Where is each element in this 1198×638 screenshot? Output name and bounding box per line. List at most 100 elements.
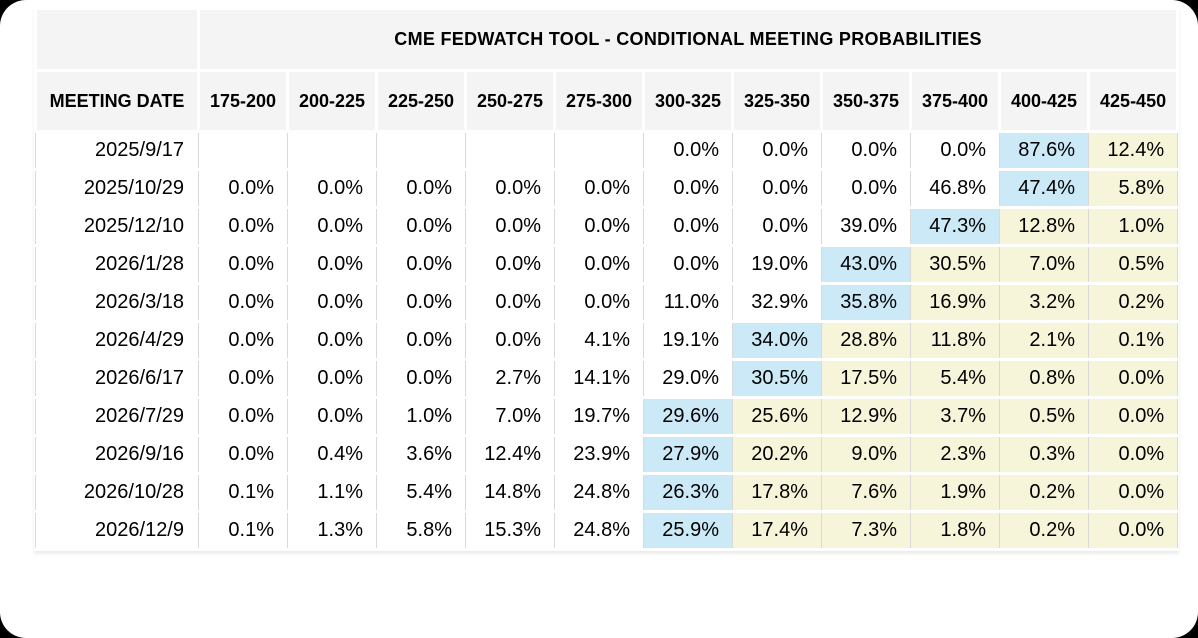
- probability-cell: 0.1%: [198, 510, 288, 551]
- probability-cell: 14.1%: [554, 358, 644, 399]
- probability-cell: 0.0%: [376, 244, 466, 285]
- probability-cell: 46.8%: [910, 168, 1000, 209]
- probability-cell: 30.5%: [732, 358, 822, 399]
- probability-cell: 1.0%: [376, 396, 466, 437]
- meeting-date-cell: 2026/3/18: [35, 282, 199, 323]
- probability-cell: 0.0%: [910, 130, 1000, 171]
- table-row: 2026/9/16 0.0% 0.4% 3.6% 12.4% 23.9% 27.9% 20.2…: [35, 434, 1179, 475]
- probability-cell: [376, 130, 466, 171]
- probability-cell: 0.0%: [554, 282, 644, 323]
- probability-cell: 0.0%: [465, 244, 555, 285]
- probability-cell: 24.8%: [554, 472, 644, 513]
- probability-cell: 12.8%: [999, 206, 1089, 247]
- table-title: CME FEDWATCH TOOL - CONDITIONAL MEETING …: [196, 7, 1180, 72]
- probability-cell: 0.0%: [198, 320, 288, 361]
- rate-range-header: 325-350: [731, 69, 823, 133]
- probability-cell: 1.8%: [910, 510, 1000, 551]
- probability-cell: 5.4%: [376, 472, 466, 513]
- probability-cell: 19.0%: [732, 244, 822, 285]
- probability-cell: 0.5%: [1087, 244, 1179, 285]
- meeting-date-cell: 2025/10/29: [35, 168, 199, 209]
- probability-cell: 0.0%: [198, 434, 288, 475]
- probability-cell: 0.1%: [1087, 320, 1179, 361]
- probability-cell: 87.6%: [999, 130, 1089, 171]
- rate-range-header: 225-250: [375, 69, 467, 133]
- probability-cell: 19.7%: [554, 396, 644, 437]
- probability-cell: 12.4%: [1087, 130, 1179, 171]
- probability-cell: 0.0%: [732, 206, 822, 247]
- table-row: 2026/3/18 0.0% 0.0% 0.0% 0.0% 0.0% 11.0% 32.9% 3…: [35, 282, 1179, 323]
- probability-cell: 1.9%: [910, 472, 1000, 513]
- probability-cell: 20.2%: [732, 434, 822, 475]
- table-row: 2025/10/29 0.0% 0.0% 0.0% 0.0% 0.0% 0.0% 0.0% 0.…: [35, 168, 1179, 209]
- table-row: 2026/6/17 0.0% 0.0% 0.0% 2.7% 14.1% 29.0% 30.5%…: [35, 358, 1179, 399]
- probability-cell: 1.1%: [287, 472, 377, 513]
- probability-cell: 14.8%: [465, 472, 555, 513]
- probability-cell: 2.1%: [999, 320, 1089, 361]
- probability-cell: 0.0%: [465, 206, 555, 247]
- probability-cell: 0.0%: [732, 130, 822, 171]
- probability-cell: 0.0%: [1087, 396, 1179, 437]
- title-row: CME FEDWATCH TOOL - CONDITIONAL MEETING …: [34, 7, 1180, 72]
- probability-cell: 0.0%: [554, 168, 644, 209]
- probability-cell: 0.0%: [376, 320, 466, 361]
- probability-cell: 32.9%: [732, 282, 822, 323]
- probability-cell: 0.0%: [376, 168, 466, 209]
- probability-cell: 0.5%: [999, 396, 1089, 437]
- rate-range-header: 175-200: [197, 69, 289, 133]
- meeting-date-cell: 2026/9/16: [35, 434, 199, 475]
- probability-cell: [198, 130, 288, 171]
- probability-cell: 0.0%: [643, 130, 733, 171]
- probability-cell: 35.8%: [821, 282, 911, 323]
- probability-cell: 3.2%: [999, 282, 1089, 323]
- probability-cell: 34.0%: [732, 320, 822, 361]
- probability-cell: 39.0%: [821, 206, 911, 247]
- table-row: 2025/9/17 0.0% 0.0% 0.0% 0.0% 87.6% 12.4%: [35, 130, 1179, 171]
- probability-cell: 25.9%: [643, 510, 733, 551]
- probability-cell: 43.0%: [821, 244, 911, 285]
- probability-cell: 1.0%: [1087, 206, 1179, 247]
- probability-cell: 0.8%: [999, 358, 1089, 399]
- probability-cell: 0.0%: [198, 358, 288, 399]
- rate-range-header: 250-275: [464, 69, 556, 133]
- probability-cell: [554, 130, 644, 171]
- rate-range-header: 400-425: [998, 69, 1090, 133]
- probability-cell: 16.9%: [910, 282, 1000, 323]
- column-header-row: MEETING DATE 175-200 200-225 225-250 250-27…: [34, 69, 1180, 133]
- probability-cell: 0.2%: [999, 472, 1089, 513]
- probability-cell: 0.0%: [198, 206, 288, 247]
- probability-cell: 0.0%: [732, 168, 822, 209]
- probability-cell: 3.6%: [376, 434, 466, 475]
- probability-cell: 0.0%: [287, 320, 377, 361]
- probability-cell: 47.4%: [999, 168, 1089, 209]
- probability-cell: 0.0%: [287, 206, 377, 247]
- probability-cell: 0.0%: [465, 282, 555, 323]
- probability-cell: 0.0%: [643, 244, 733, 285]
- probability-cell: 0.0%: [376, 358, 466, 399]
- meeting-date-cell: 2026/4/29: [35, 320, 199, 361]
- probability-cell: 5.8%: [376, 510, 466, 551]
- rate-range-header: 350-375: [820, 69, 912, 133]
- probability-cell: 5.8%: [1087, 168, 1179, 209]
- probability-cell: 0.0%: [821, 130, 911, 171]
- probability-cell: 28.8%: [821, 320, 911, 361]
- rate-range-header: 200-225: [286, 69, 378, 133]
- rate-range-header: 425-450: [1086, 69, 1180, 133]
- meeting-date-cell: 2026/1/28: [35, 244, 199, 285]
- probability-cell: 0.0%: [198, 244, 288, 285]
- probability-cell: 47.3%: [910, 206, 1000, 247]
- probability-cell: 27.9%: [643, 434, 733, 475]
- probability-cell: 19.1%: [643, 320, 733, 361]
- probability-cell: 0.4%: [287, 434, 377, 475]
- probability-cell: 17.4%: [732, 510, 822, 551]
- probability-cell: 7.0%: [465, 396, 555, 437]
- probability-cell: 26.3%: [643, 472, 733, 513]
- probability-cell: 7.0%: [999, 244, 1089, 285]
- probability-cell: 11.8%: [910, 320, 1000, 361]
- meeting-date-cell: 2026/12/9: [35, 510, 199, 551]
- probability-cell: 0.0%: [465, 168, 555, 209]
- probability-cell: [465, 130, 555, 171]
- probability-cell: 29.6%: [643, 396, 733, 437]
- fedwatch-probabilities-table: CME FEDWATCH TOOL - CONDITIONAL MEETING …: [34, 7, 1180, 551]
- probability-cell: 7.6%: [821, 472, 911, 513]
